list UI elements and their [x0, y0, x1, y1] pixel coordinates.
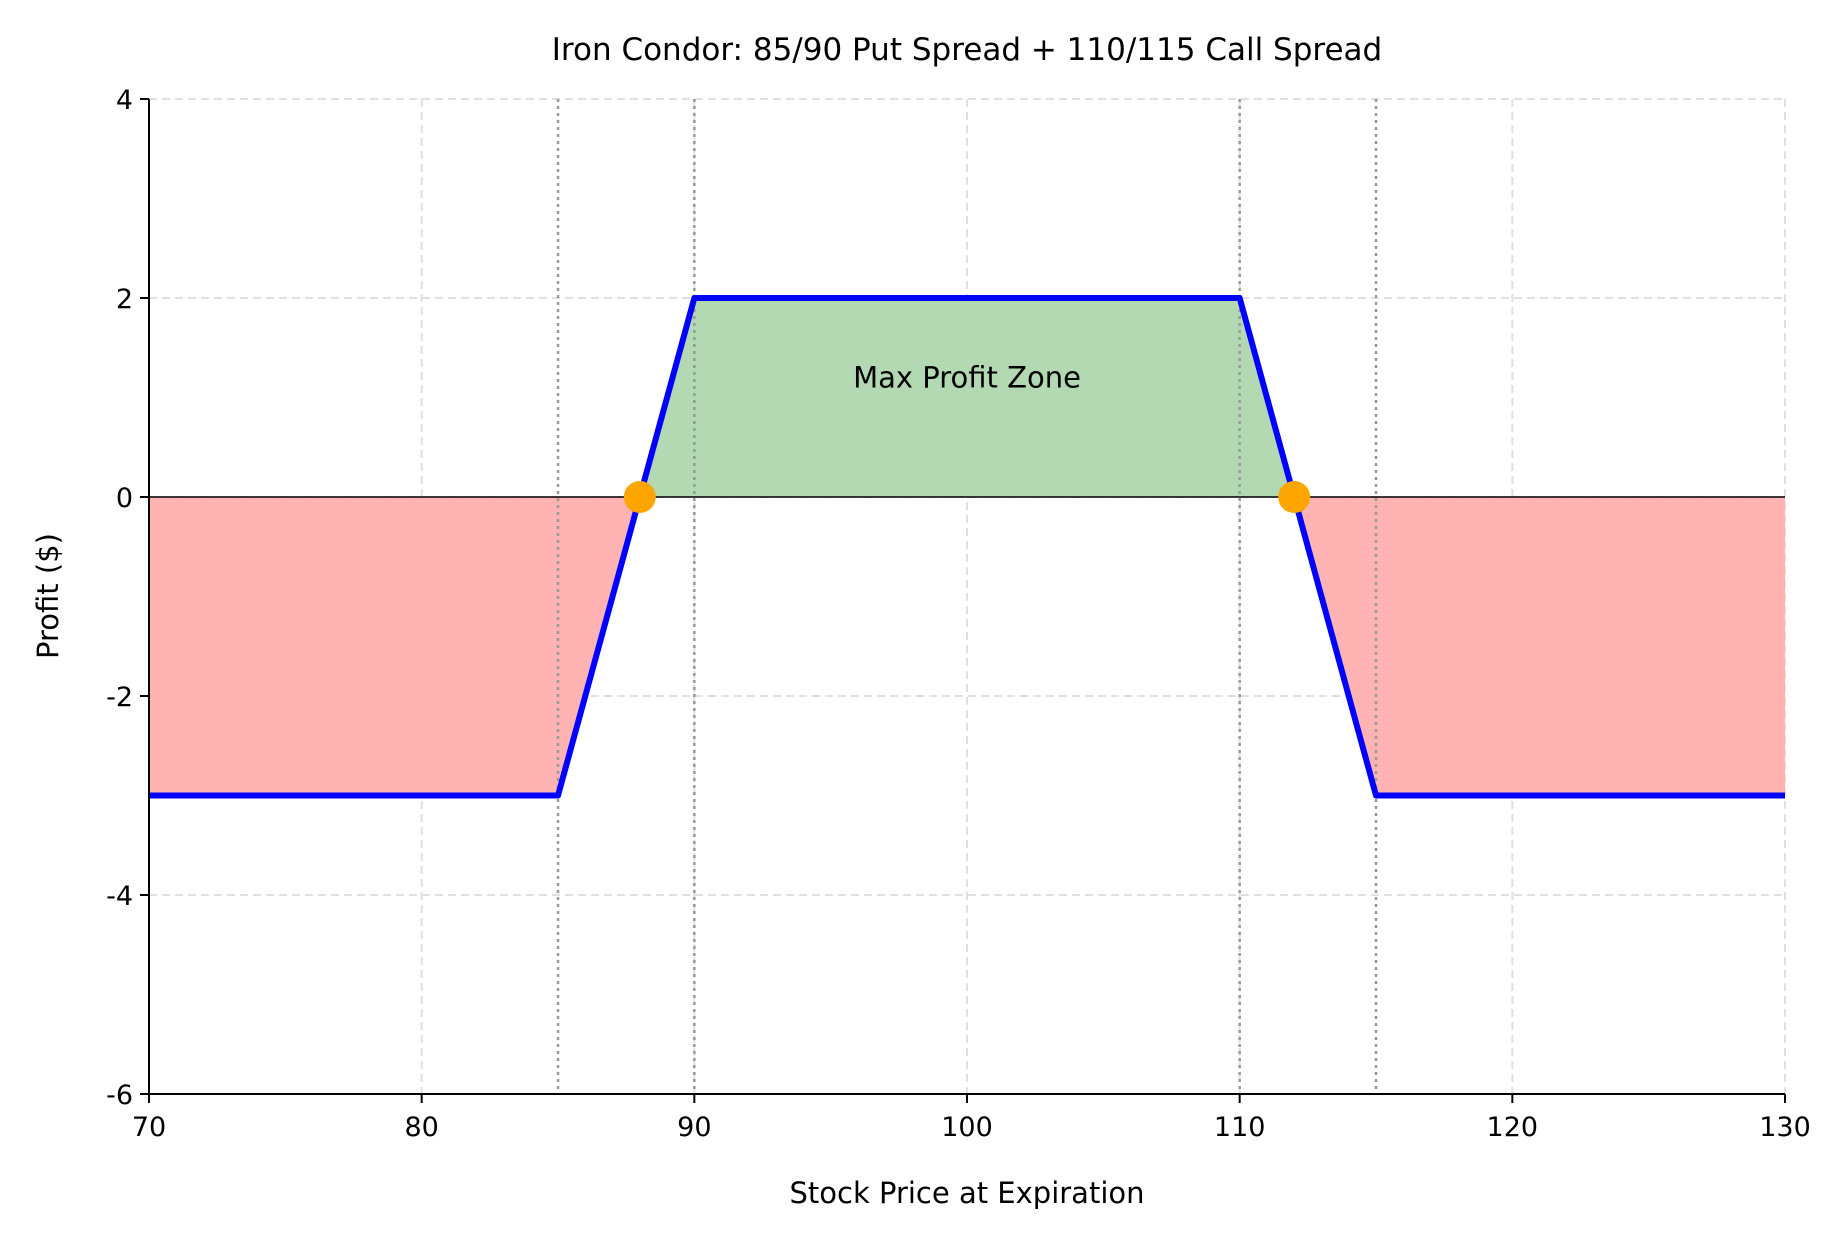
y-tick-label: -2: [106, 682, 133, 713]
x-tick-label: 120: [1487, 1112, 1539, 1143]
x-tick-label: 90: [677, 1112, 711, 1143]
x-tick-label: 110: [1214, 1112, 1266, 1143]
x-tick-label: 80: [404, 1112, 438, 1143]
x-tick-label: 70: [132, 1112, 166, 1143]
loss-area: [149, 497, 640, 796]
profit-area: [639, 298, 1295, 497]
breakeven-point: [1278, 481, 1311, 513]
y-tick-label: 2: [116, 284, 133, 315]
x-tick-label: 100: [941, 1112, 993, 1143]
axes: 70 80 90 100 110 120 130 -6 -4 -2 0 2 4: [106, 85, 1811, 1143]
x-axis-label: Stock Price at Expiration: [790, 1176, 1145, 1210]
y-tick-label: -6: [106, 1080, 133, 1111]
y-tick-label: 0: [116, 483, 133, 514]
breakeven-points: [623, 481, 1311, 513]
loss-area: [1294, 497, 1785, 796]
breakeven-point: [623, 481, 656, 513]
series: [149, 295, 1785, 799]
chart-title: Iron Condor: 85/90 Put Spread + 110/115 …: [552, 32, 1382, 68]
strike-lines: [556, 99, 1378, 1094]
x-tick-label: 130: [1759, 1112, 1811, 1143]
annotation-max-profit: Max Profit Zone: [853, 361, 1081, 395]
fills: [149, 298, 1785, 796]
y-axis-label: Profit ($): [31, 533, 65, 659]
y-tick-label: 4: [116, 85, 133, 116]
y-tick-label: -4: [106, 881, 133, 912]
payoff-line: [149, 295, 1785, 799]
